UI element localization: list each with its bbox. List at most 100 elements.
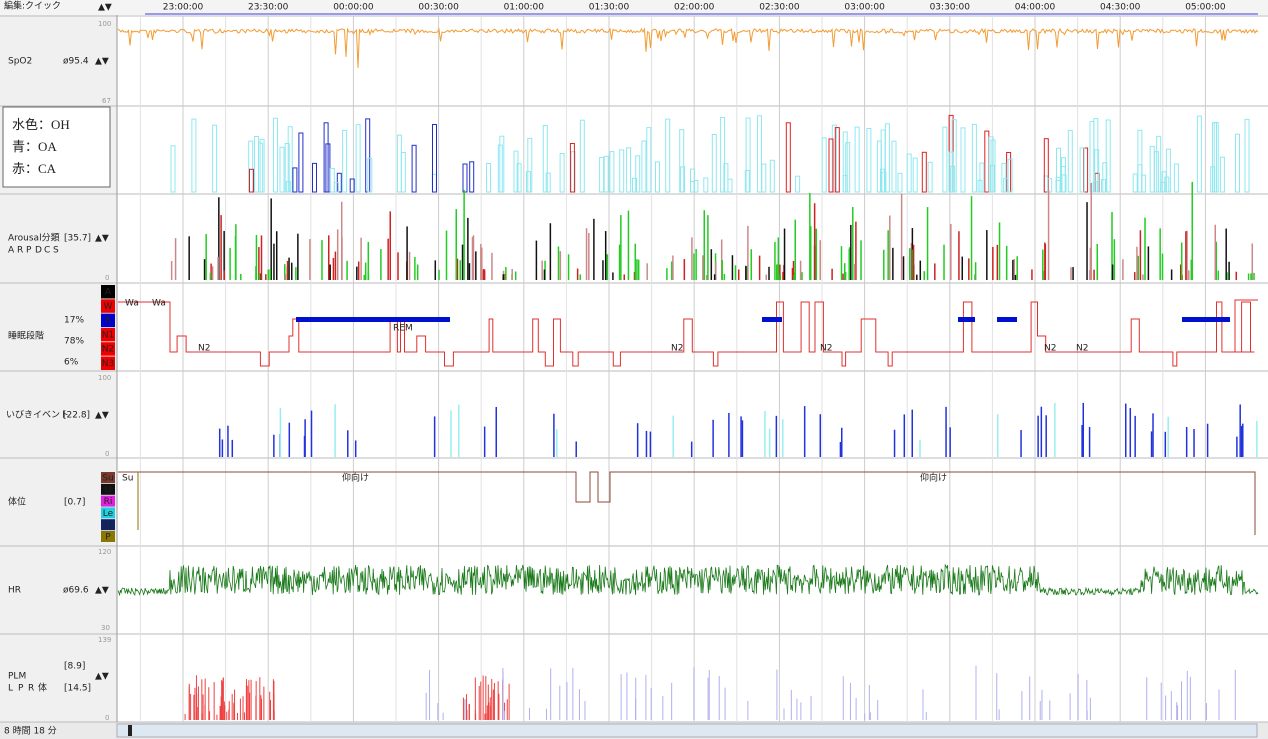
event-bar (1043, 138, 1049, 193)
scale-min: 67 (102, 97, 111, 105)
plm-type: P (18, 684, 24, 694)
position-button[interactable] (101, 519, 115, 531)
event-bar (569, 143, 575, 193)
stage-button[interactable] (101, 342, 115, 356)
position-annotation: 仰向け (342, 472, 369, 484)
arousal-type: A (8, 246, 15, 256)
event-bar (854, 126, 860, 193)
position-button[interactable] (101, 531, 115, 542)
stage-annotation: N2 (198, 344, 210, 354)
position-button-label: U (105, 485, 112, 495)
stage-button-label: N2 (102, 345, 114, 355)
event-bar (727, 178, 733, 193)
event-bar (279, 146, 285, 193)
time-label: 03:30:00 (930, 3, 971, 13)
channel-name: SpO2 (8, 57, 32, 67)
event-bar (1055, 176, 1061, 193)
event-bar (284, 143, 290, 193)
event-bar (367, 157, 373, 193)
event-bar (821, 137, 827, 193)
event-bar (1060, 166, 1066, 193)
scale-min: 0 (105, 714, 109, 722)
event-bar (842, 175, 848, 193)
scale-min: 30 (101, 624, 110, 632)
position-button-label: Su (102, 474, 113, 484)
position-button[interactable] (101, 472, 115, 483)
channel-value: [22.8] (63, 411, 90, 421)
position-button[interactable] (101, 495, 115, 507)
stage-annotation: Wa (152, 299, 166, 309)
stage-annotation: N2 (671, 344, 683, 354)
event-bar (655, 161, 660, 193)
rem-segment (762, 317, 782, 322)
channel-name: いびきイベント (6, 410, 69, 421)
event-bar (785, 122, 791, 193)
event-bar (273, 117, 278, 193)
event-bar (542, 125, 548, 193)
event-bar (1047, 178, 1053, 193)
duration: 8 時間 18 分 (4, 726, 57, 737)
stage-annotation: N2 (1044, 344, 1056, 354)
stage-button[interactable] (101, 327, 115, 342)
legend-item: 赤：CA (12, 161, 57, 176)
arrows[interactable]: ▲▼ (95, 234, 109, 244)
time-header (0, 0, 1268, 15)
stage-button[interactable] (101, 299, 115, 313)
stage-percent: 6% (64, 358, 79, 368)
edit-mode: 編集:クイック (4, 0, 61, 12)
event-bar (559, 153, 565, 193)
channel-name: Arousal分類 (8, 233, 60, 244)
scroll-thumb[interactable] (128, 725, 132, 736)
event-bar (646, 127, 652, 193)
arousal-type: S (53, 246, 59, 256)
event-bar (486, 163, 491, 193)
arrows[interactable]: ▲▼ (95, 57, 109, 67)
channel-name: PLM (8, 672, 26, 682)
event-bar (1105, 119, 1111, 193)
event-bar (711, 134, 717, 193)
stage-button[interactable] (101, 313, 115, 328)
event-bar (880, 168, 885, 193)
event-bar (1067, 130, 1073, 193)
event-bar (866, 128, 872, 193)
event-bar (579, 119, 585, 193)
event-bar (609, 151, 615, 193)
time-label: 02:00:00 (674, 3, 715, 13)
arrows[interactable]: ▲▼ (95, 586, 109, 596)
stage-button[interactable] (101, 356, 115, 371)
scale-min: 0 (105, 274, 109, 282)
position-button[interactable] (101, 507, 115, 519)
stage-annotation: N2 (1076, 344, 1088, 354)
scrollbar[interactable] (116, 723, 1258, 738)
position-annotation: Su (122, 474, 133, 484)
channel-value: [0.7] (64, 498, 85, 508)
scale-max: 100 (98, 374, 111, 382)
rem-segment (958, 317, 975, 322)
event-bar (323, 122, 329, 193)
arousal-type: P (26, 246, 32, 256)
position-button[interactable] (101, 483, 115, 495)
rem-segment (1182, 317, 1230, 322)
event-bar (1164, 176, 1170, 193)
time-label: 00:00:00 (333, 3, 374, 13)
time-label: 02:30:00 (759, 3, 800, 13)
event-bar (1153, 151, 1159, 193)
time-label: 23:00:00 (163, 3, 204, 13)
stage-button[interactable] (101, 285, 115, 299)
arrows[interactable]: ▲▼ (95, 411, 109, 421)
event-bar (312, 162, 317, 193)
event-bar (342, 129, 348, 193)
rem-segment (296, 317, 450, 322)
event-bar (333, 182, 339, 193)
legend-box (2, 106, 111, 188)
event-bar (927, 161, 933, 193)
stage-trace (118, 299, 1258, 367)
event-bar (641, 140, 647, 193)
event-bar (329, 167, 335, 193)
event-bar (795, 175, 801, 193)
arrows[interactable]: ▲▼ (98, 3, 112, 13)
event-bar (619, 149, 625, 193)
arrows[interactable]: ▲▼ (95, 672, 109, 682)
